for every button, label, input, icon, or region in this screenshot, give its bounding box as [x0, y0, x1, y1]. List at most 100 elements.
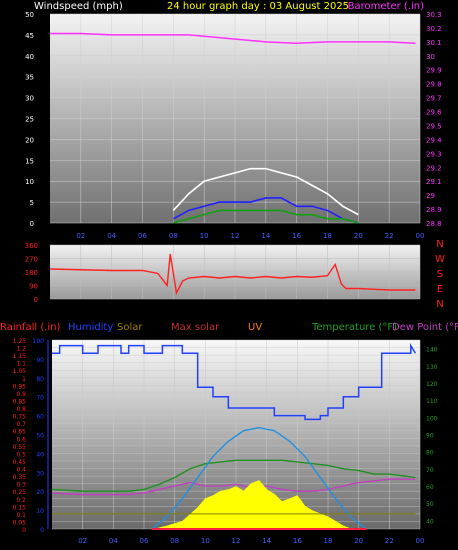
wind-tick-label: 15 [25, 157, 34, 165]
barometer-tick-label: 29 [426, 192, 435, 200]
temperature-tick-label: 100 [426, 415, 438, 422]
barometer-title: Barometer (.in) [348, 1, 424, 12]
barometer-tick-label: 30 [426, 53, 435, 61]
humidity-tick-label: 50 [36, 433, 44, 440]
rain-tick-label: 0.85 [13, 398, 27, 405]
wind-tick-label: 25 [25, 116, 34, 124]
barometer-tick-label: 29.6 [426, 109, 442, 117]
temperature-tick-label: 90 [426, 433, 434, 440]
direction-tick-label: 360 [25, 242, 38, 250]
temperature-tick-label: 50 [426, 501, 434, 508]
compass-label: N [436, 299, 443, 310]
wind-tick-label: 40 [25, 53, 34, 61]
humidity-tick-label: 90 [36, 357, 44, 364]
weather-x-tick-label: 20 [354, 537, 363, 545]
rain-tick-label: 0.3 [16, 482, 26, 489]
weather-x-tick-label: 12 [232, 537, 241, 545]
weather-x-tick-label: 02 [78, 537, 87, 545]
temperature-tick-label: 70 [426, 467, 434, 474]
compass-label: S [437, 269, 443, 280]
humidity-tick-label: 0 [40, 527, 44, 534]
rain-tick-label: 0.7 [16, 421, 26, 428]
rain-tick-label: 0.1 [16, 512, 26, 519]
humidity-tick-label: 100 [33, 338, 45, 345]
wind-tick-label: 5 [30, 199, 34, 207]
barometer-tick-label: 29.4 [426, 136, 442, 144]
humidity-tick-label: 10 [36, 508, 44, 515]
barometer-tick-label: 30.2 [426, 25, 442, 33]
barometer-tick-label: 29.1 [426, 178, 442, 186]
rain-tick-label: 1.25 [13, 338, 27, 345]
wind-x-tick-label: 04 [107, 232, 116, 240]
weather-x-tick-label: 00 [416, 537, 425, 545]
wind-x-tick-label: 10 [200, 232, 209, 240]
wind-title: Windspeed (mph) [34, 1, 123, 12]
rain-tick-label: 0.05 [13, 519, 27, 526]
rain-tick-label: 0.95 [13, 383, 27, 390]
weather-x-tick-label: 04 [109, 537, 118, 545]
barometer-tick-label: 28.9 [426, 206, 442, 214]
wind-average-line [172, 197, 359, 224]
direction-tick-label: 0 [34, 296, 38, 304]
solar-title: Solar [117, 322, 143, 333]
wind-x-tick-label: 18 [323, 232, 332, 240]
wind-x-tick-label: 02 [76, 232, 85, 240]
barometer-tick-label: 30.3 [426, 11, 442, 19]
rain-tick-label: 1.05 [13, 368, 27, 375]
uv-title: UV [248, 322, 262, 333]
rain-tick-label: 0.45 [13, 459, 27, 466]
rain-tick-label: 0.8 [16, 406, 26, 413]
temperature-title: Temperature (°F) [311, 322, 397, 333]
rain-tick-label: 0.6 [16, 436, 26, 443]
temperature-tick-label: 120 [426, 381, 438, 388]
humidity-title: Humidity [68, 322, 113, 333]
wind-tick-label: 20 [25, 136, 34, 144]
rain-tick-label: 0.5 [16, 451, 26, 458]
humidity-line [52, 342, 417, 421]
wind-tick-label: 0 [30, 220, 34, 228]
humidity-tick-label: 20 [36, 489, 44, 496]
temperature-tick-label: 40 [426, 518, 434, 525]
weather-x-tick-label: 18 [324, 537, 333, 545]
wind-x-tick-label: 20 [354, 232, 363, 240]
wind-x-tick-label: 22 [385, 232, 394, 240]
rain-tick-label: 0.15 [13, 504, 27, 511]
rain-tick-label: 1.15 [13, 353, 27, 360]
barometer-line [50, 32, 416, 45]
rain-tick-label: 0 [22, 527, 26, 534]
humidity-tick-label: 80 [36, 376, 44, 383]
rain-title: Rainfall (.in) [0, 322, 61, 333]
rain-tick-label: 0.2 [16, 497, 26, 504]
rain-tick-label: 0.25 [13, 489, 27, 496]
wind-x-tick-label: 14 [261, 232, 270, 240]
wind-speed-line [173, 209, 359, 224]
temperature-tick-label: 80 [426, 450, 434, 457]
wind-gust-line [172, 167, 359, 216]
temperature-tick-label: 140 [426, 347, 438, 354]
rain-tick-label: 0.75 [13, 414, 27, 421]
compass-label: E [437, 284, 443, 295]
wind-x-tick-label: 12 [231, 232, 240, 240]
barometer-tick-label: 29.8 [426, 81, 442, 89]
direction-tick-label: 90 [29, 283, 38, 291]
rain-tick-label: 0.4 [16, 467, 26, 474]
wind-direction-line [49, 253, 416, 296]
wind-tick-label: 45 [25, 32, 34, 40]
temperature-tick-label: 60 [426, 484, 434, 491]
weather-x-tick-label: 22 [385, 537, 394, 545]
temperature-tick-label: 110 [426, 398, 438, 405]
solar-area [154, 480, 352, 530]
rain-tick-label: 1.1 [16, 361, 26, 368]
dew-point-line [51, 478, 416, 496]
wind-x-tick-label: 06 [138, 232, 147, 240]
direction-tick-label: 270 [25, 256, 38, 264]
humidity-tick-label: 30 [36, 470, 44, 477]
chart-date-title: 24 hour graph day : 03 August 2025 [167, 1, 349, 12]
weather-x-tick-label: 14 [262, 537, 271, 545]
compass-label: N [436, 239, 443, 250]
barometer-tick-label: 30.1 [426, 39, 442, 47]
temperature-line [51, 459, 416, 492]
weather-x-tick-label: 06 [140, 537, 149, 545]
rain-tick-label: 0.9 [16, 391, 26, 398]
wind-tick-label: 35 [25, 74, 34, 82]
